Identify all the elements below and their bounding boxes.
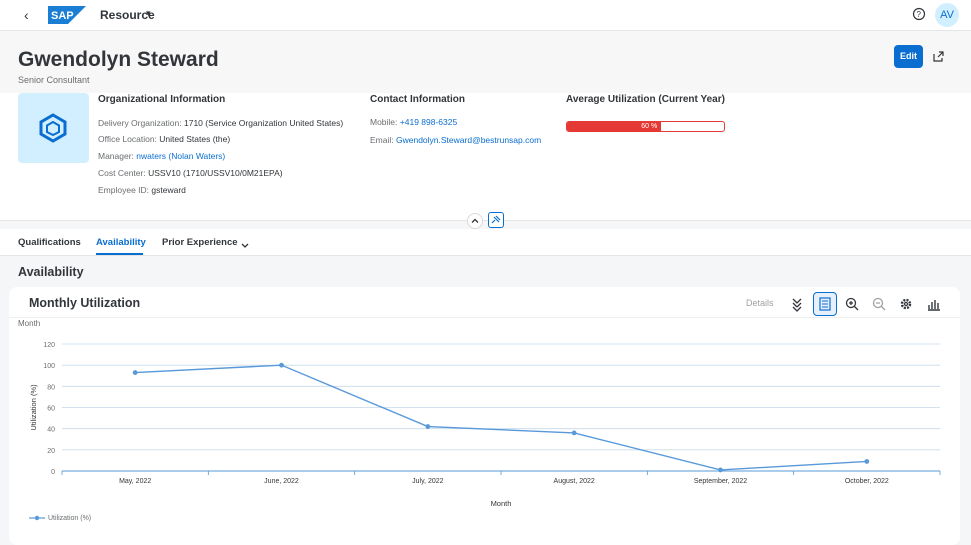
share-icon[interactable] bbox=[932, 50, 945, 63]
legend-label: Utilization (%) bbox=[47, 514, 92, 522]
mobile-label: Mobile: bbox=[370, 117, 398, 127]
x-tick-label: September, 2022 bbox=[694, 478, 747, 485]
app-title-menu[interactable]: Resource bbox=[100, 8, 155, 22]
tab-qualifications[interactable]: Qualifications bbox=[18, 237, 81, 248]
zoom-in-icon[interactable] bbox=[844, 296, 860, 312]
cost-center-row: Cost Center: USSV10 (1710/USSV10/0M21EPA… bbox=[98, 168, 283, 178]
data-point bbox=[864, 459, 870, 464]
utilization-label: 60 % bbox=[641, 123, 658, 130]
chevron-down-icon[interactable] bbox=[240, 237, 250, 255]
section-title: Availability bbox=[18, 265, 84, 279]
tab-availability[interactable]: Availability bbox=[96, 237, 146, 248]
email-row: Email: Gwendolyn.Steward@bestrunsap.com bbox=[370, 135, 541, 145]
utilization-title: Average Utilization (Current Year) bbox=[566, 94, 725, 105]
chart-legend[interactable]: Utilization (%) bbox=[28, 514, 91, 522]
sap-logo[interactable]: SAP bbox=[48, 6, 86, 24]
y-tick-label: 60 bbox=[47, 406, 55, 413]
manager-link[interactable]: nwaters (Nolan Waters) bbox=[136, 151, 226, 161]
cost-center-value: USSV10 (1710/USSV10/0M21EPA) bbox=[148, 168, 283, 178]
chart-top-label: Month bbox=[18, 319, 41, 328]
office-label: Office Location: bbox=[98, 134, 157, 144]
user-avatar[interactable]: AV bbox=[935, 3, 959, 27]
y-tick-label: 20 bbox=[47, 448, 55, 455]
tab-bar bbox=[0, 229, 971, 256]
header-divider bbox=[0, 220, 971, 221]
legend-marker-icon bbox=[29, 515, 45, 521]
collapse-header-button[interactable] bbox=[467, 213, 483, 229]
contact-info-title: Contact Information bbox=[370, 94, 465, 105]
profile-picture bbox=[18, 93, 89, 163]
object-header bbox=[0, 31, 971, 93]
y-axis-title: Utilization (%) bbox=[29, 384, 38, 431]
chart-card bbox=[9, 287, 960, 545]
series-line bbox=[135, 364, 867, 471]
employee-id-row: Employee ID: gsteward bbox=[98, 185, 186, 195]
mobile-link[interactable]: +419 898-6325 bbox=[399, 117, 458, 127]
mobile-row: Mobile: +419 898-6325 bbox=[370, 117, 457, 127]
manager-label: Manager: bbox=[98, 151, 134, 161]
y-tick-label: 40 bbox=[47, 427, 55, 434]
y-tick-label: 80 bbox=[47, 384, 55, 391]
legend-toggle-button[interactable] bbox=[813, 292, 837, 316]
chart-title: Monthly Utilization bbox=[29, 296, 141, 310]
y-tick-label: 100 bbox=[43, 363, 55, 370]
active-tab-indicator bbox=[96, 253, 143, 255]
page-title: Gwendolyn Steward bbox=[18, 48, 219, 71]
drill-down-icon[interactable] bbox=[789, 296, 805, 312]
data-point bbox=[571, 430, 577, 436]
data-point bbox=[279, 362, 284, 368]
back-button[interactable]: ‹ bbox=[24, 7, 29, 23]
shell-bar bbox=[0, 0, 971, 31]
zoom-out-icon[interactable] bbox=[871, 296, 887, 312]
email-label: Email: bbox=[370, 135, 394, 145]
office-row: Office Location: United States (the) bbox=[98, 134, 230, 144]
manager-row: Manager: nwaters (Nolan Waters) bbox=[98, 151, 225, 161]
org-info-title: Organizational Information bbox=[98, 94, 226, 105]
data-point bbox=[132, 370, 138, 375]
data-point bbox=[718, 467, 723, 473]
details-button[interactable]: Details bbox=[746, 298, 774, 308]
x-tick-label: May, 2022 bbox=[119, 478, 151, 485]
employee-id-label: Employee ID: bbox=[98, 185, 150, 195]
employee-id-value: gsteward bbox=[151, 185, 186, 195]
utilization-fill bbox=[567, 122, 662, 131]
chart-type-icon[interactable] bbox=[926, 296, 942, 312]
legend-icon bbox=[819, 297, 831, 311]
utilization-progress-bar: 60 % bbox=[566, 121, 725, 132]
svg-text:?: ? bbox=[917, 10, 922, 19]
x-tick-label: July, 2022 bbox=[412, 478, 443, 485]
card-separator bbox=[9, 317, 960, 318]
logo-text: SAP bbox=[51, 10, 74, 22]
resource-icon bbox=[39, 113, 67, 143]
email-link[interactable]: Gwendolyn.Steward@bestrunsap.com bbox=[396, 135, 542, 145]
delivery-org-value: 1710 (Service Organization United States… bbox=[184, 118, 344, 128]
edit-button[interactable]: Edit bbox=[894, 45, 923, 68]
app-title-caret[interactable]: ▾ bbox=[146, 8, 151, 18]
settings-gear-icon[interactable] bbox=[898, 296, 914, 312]
pin-icon bbox=[491, 215, 501, 224]
x-axis-title: Month bbox=[491, 499, 512, 508]
profile-panel bbox=[0, 93, 971, 220]
page-subtitle: Senior Consultant bbox=[18, 75, 90, 85]
help-icon[interactable]: ? bbox=[912, 7, 926, 21]
x-tick-label: October, 2022 bbox=[845, 478, 889, 485]
pin-header-button[interactable] bbox=[488, 212, 504, 228]
delivery-org-label: Delivery Organization: bbox=[98, 118, 182, 128]
delivery-org-row: Delivery Organization: 1710 (Service Org… bbox=[98, 118, 343, 128]
x-tick-label: August, 2022 bbox=[554, 478, 595, 485]
utilization-line-chart: 0 20 40 60 80 100 120 May, 2022 June, 2022 July, … bbox=[29, 342, 941, 508]
x-tick-label: June, 2022 bbox=[264, 478, 299, 485]
y-tick-label: 120 bbox=[43, 342, 55, 349]
cost-center-label: Cost Center: bbox=[98, 168, 146, 178]
y-tick-label: 0 bbox=[51, 469, 55, 476]
office-value: United States (the) bbox=[159, 134, 231, 144]
tab-prior-experience[interactable]: Prior Experience bbox=[162, 237, 238, 248]
data-point bbox=[425, 424, 431, 429]
chevron-up-icon bbox=[471, 218, 479, 223]
